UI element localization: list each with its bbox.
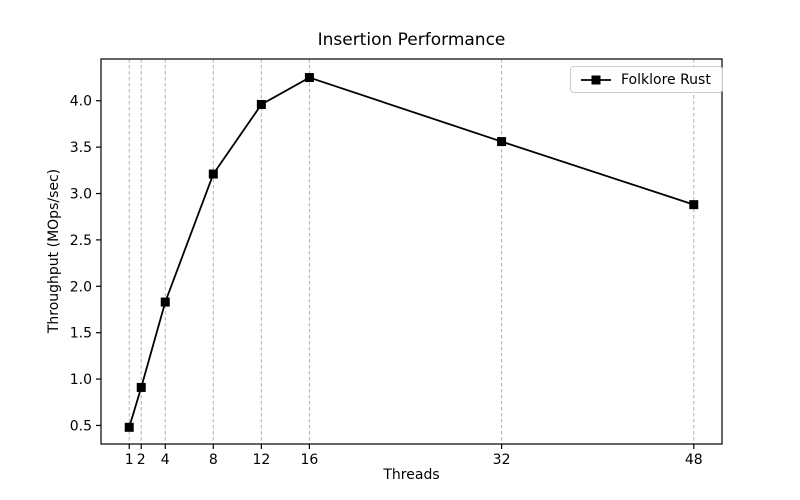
svg-text:48: 48 (685, 452, 703, 468)
svg-text:2.0: 2.0 (70, 279, 92, 295)
svg-text:3.5: 3.5 (70, 140, 92, 156)
svg-text:12: 12 (252, 452, 270, 468)
svg-text:3.0: 3.0 (70, 187, 92, 203)
svg-text:2.5: 2.5 (70, 233, 92, 249)
svg-text:0.5: 0.5 (70, 418, 92, 434)
y-axis-label: Throughput (MOps/sec) (46, 168, 62, 334)
svg-text:16: 16 (300, 452, 318, 468)
svg-text:1: 1 (125, 452, 134, 468)
svg-text:32: 32 (493, 452, 511, 468)
svg-text:4: 4 (161, 452, 170, 468)
svg-text:8: 8 (209, 452, 218, 468)
legend: Folklore Rust (570, 66, 723, 93)
chart-title: Insertion Performance (317, 30, 506, 50)
x-axis-label: Threads (383, 467, 440, 483)
svg-text:2: 2 (137, 452, 146, 468)
legend-line-marker-icon (581, 75, 611, 84)
svg-text:1.5: 1.5 (70, 326, 92, 342)
legend-label: Folklore Rust (621, 71, 711, 88)
svg-text:4.0: 4.0 (70, 94, 92, 110)
svg-text:1.0: 1.0 (70, 372, 92, 388)
